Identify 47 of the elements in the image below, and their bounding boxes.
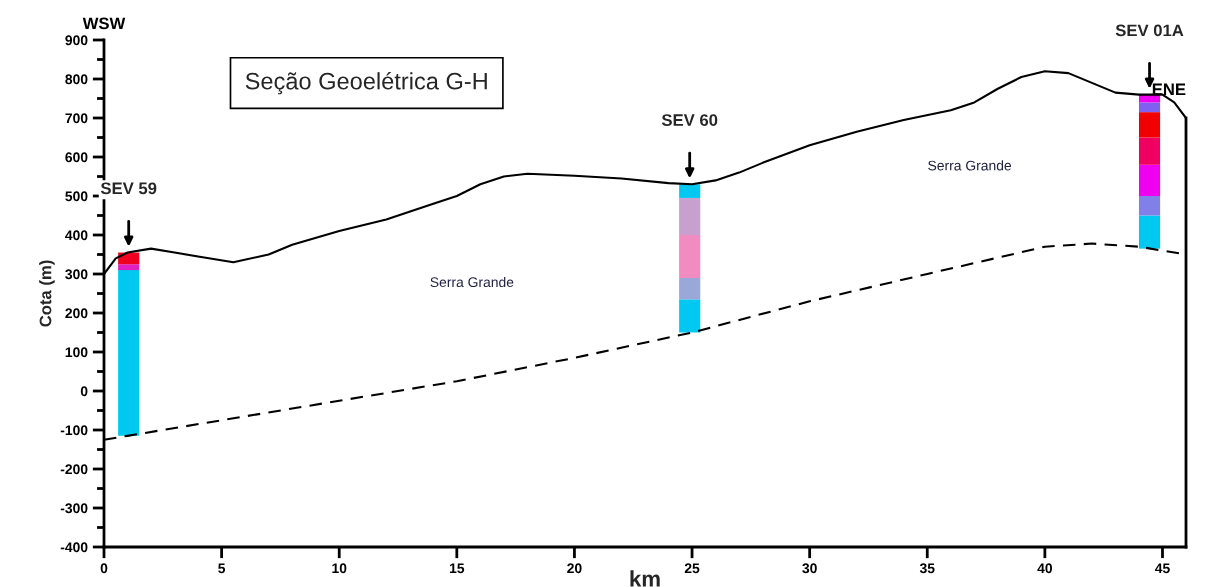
bar [118,270,140,436]
y-tick-label: 700 [65,113,88,124]
bar [679,197,701,235]
y-tick-label: 800 [65,74,88,85]
y-tick-label: 100 [65,347,88,358]
x-tick-label: 5 [218,563,226,574]
y-tick-label: -300 [60,503,88,514]
y-tick-label: -200 [60,464,88,475]
y-tick-label: -400 [60,542,88,553]
bar [1138,137,1161,165]
x-tick-label: 30 [802,563,817,574]
annotation: Serra Grande [928,160,1012,171]
x-tick-label: 35 [919,563,935,574]
y-tick-label: 300 [65,269,88,280]
annotation: SEV 59 [100,182,157,195]
x-tick-label: 20 [567,563,582,574]
text: SEV 01A [1115,24,1184,37]
bar [1138,164,1161,196]
bar [1138,215,1161,249]
y-axis-title: Cota (m) [39,260,55,327]
y-tick-label: 500 [65,191,88,202]
bar [1138,196,1161,216]
y-tick-label: 900 [65,35,88,46]
x-tick-label: 40 [1037,563,1053,574]
bar [1138,102,1161,113]
y-tick-label: 600 [65,152,88,163]
bar [118,264,140,271]
x-tick-label: 15 [449,563,465,574]
text: Seção Geoelétrica G-H [245,71,487,95]
text: WSW [82,17,126,30]
bar [679,277,701,300]
x-tick-label: 10 [332,563,347,574]
bar [679,235,701,278]
y-tick-label: 0 [80,386,88,397]
x-tick-label: 0 [100,563,108,574]
bar [679,299,701,333]
x-tick-label: 25 [684,563,700,574]
y-tick-label: -100 [60,425,88,436]
annotation: ENE [1152,83,1186,96]
bar [679,184,701,198]
annotation: SEV 60 [661,114,718,126]
annotation: Serra Grande [430,276,514,288]
x-tick-label: 45 [1154,563,1170,574]
y-tick-label: 400 [65,230,88,241]
y-tick-label: 200 [65,308,88,319]
bar [1138,112,1161,138]
x-axis-title: km [630,570,660,587]
